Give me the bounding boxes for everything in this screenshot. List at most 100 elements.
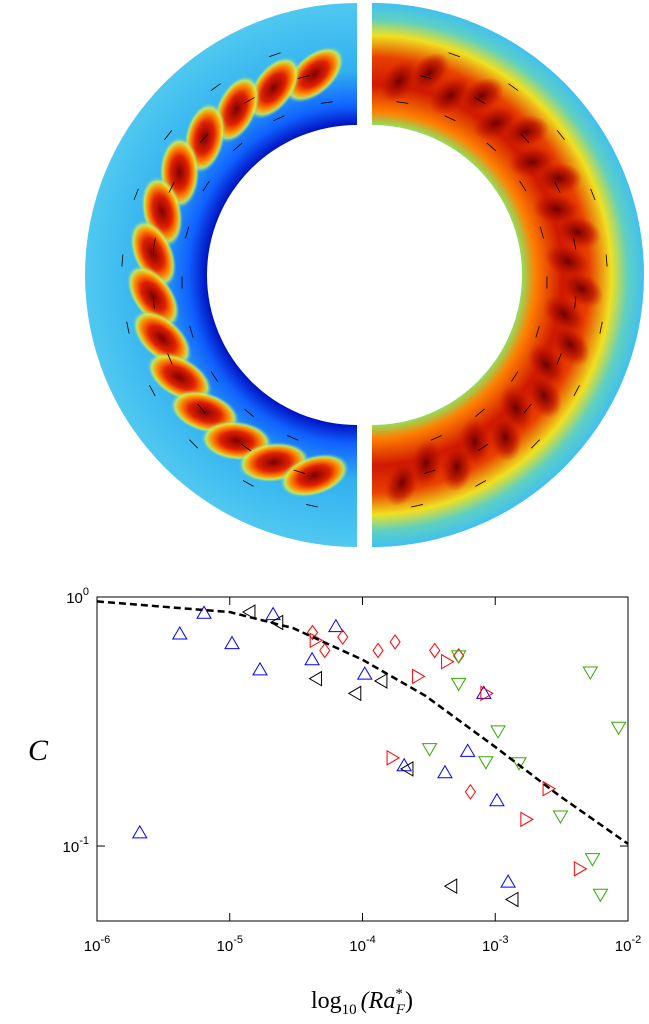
- tick-base: 10: [63, 839, 80, 856]
- tick-power: 0: [83, 586, 89, 598]
- blob: [489, 413, 522, 462]
- flow-arrow: [510, 371, 519, 382]
- flow-arrow: [554, 181, 561, 193]
- data-point: [429, 642, 441, 659]
- data-point: [489, 792, 505, 807]
- flow-arrow: [273, 115, 285, 122]
- data-point: [450, 650, 467, 664]
- flow-arrow: [167, 353, 173, 365]
- flow-arrow: [477, 443, 489, 452]
- data-point: [437, 764, 453, 779]
- data-point: [131, 824, 148, 839]
- flow-arrow: [202, 180, 210, 192]
- flow-arrow: [240, 443, 252, 452]
- x-label-part: (Ra: [361, 988, 396, 1014]
- data-point: [386, 749, 401, 766]
- blob: [384, 459, 420, 506]
- flow-arrow: [523, 403, 532, 414]
- flow-field-image: [85, 3, 644, 547]
- blob: [501, 115, 550, 149]
- data-point: [584, 853, 601, 867]
- data-point: [573, 860, 588, 877]
- plot-frame: [96, 596, 629, 922]
- tick-label: 10-4: [349, 934, 375, 955]
- flow-arrow: [210, 371, 219, 382]
- tick-power: -1: [79, 835, 89, 847]
- blob: [543, 294, 585, 335]
- fit-curve: [96, 600, 629, 845]
- data-point: [389, 634, 401, 650]
- tick-label: 10-6: [84, 934, 110, 955]
- flow-arrow: [444, 115, 456, 122]
- tick-label: 10-1: [63, 835, 89, 856]
- left-half: [85, 3, 357, 547]
- data-point: [269, 614, 284, 631]
- tick-base: 10: [349, 938, 366, 955]
- data-point: [304, 651, 320, 666]
- data-point: [464, 784, 477, 800]
- data-point: [347, 685, 362, 702]
- data-point: [319, 642, 331, 659]
- data-point: [592, 888, 609, 903]
- flow-arrow: [475, 480, 487, 487]
- data-point: [610, 721, 627, 736]
- flow-arrow: [185, 226, 190, 239]
- flow-arrow: [168, 181, 175, 193]
- data-point: [308, 670, 322, 687]
- flow-arrow: [242, 480, 254, 487]
- blob: [458, 77, 504, 114]
- data-point: [373, 673, 388, 689]
- y-axis-label: C: [28, 734, 49, 767]
- data-point: [396, 757, 413, 772]
- data-point: [459, 743, 476, 757]
- tick-base: 10: [66, 590, 83, 607]
- data-point: [372, 642, 384, 659]
- data-point: [443, 878, 458, 895]
- tick-label: 100: [66, 586, 89, 607]
- flow-arrow: [199, 133, 209, 143]
- flow-arrow: [573, 385, 580, 397]
- data-point: [441, 653, 455, 670]
- blob: [526, 372, 562, 419]
- data-point: [500, 874, 516, 888]
- data-point: [450, 677, 467, 692]
- flow-arrow: [244, 408, 254, 418]
- tick-label: 10-2: [615, 934, 641, 955]
- flow-arrow: [197, 403, 206, 414]
- tick-power: -6: [100, 934, 110, 946]
- flow-arrow: [210, 83, 221, 91]
- data-point: [356, 666, 373, 680]
- flow-arrow: [590, 188, 596, 201]
- data-point: [478, 756, 494, 770]
- data-point: [412, 668, 426, 685]
- blob: [279, 453, 350, 498]
- blob: [379, 59, 419, 103]
- flow-arrow: [306, 504, 318, 508]
- blob: [534, 162, 583, 195]
- data-point: [327, 618, 344, 633]
- tick-power: -3: [499, 934, 509, 946]
- tick-power: -2: [631, 934, 641, 946]
- right-half: [372, 3, 644, 547]
- x-label-part: *: [395, 986, 403, 1002]
- data-point: [224, 635, 240, 650]
- flow-arrow: [448, 52, 460, 58]
- flow-arrow: [152, 237, 156, 250]
- flow-arrow: [189, 439, 199, 449]
- flow-arrow: [519, 180, 527, 192]
- data-point: [241, 604, 256, 620]
- data-point: [542, 780, 557, 797]
- tick-label: 10-3: [482, 934, 508, 955]
- data-point: [309, 632, 324, 649]
- data-point: [171, 626, 188, 640]
- data-point: [520, 811, 534, 828]
- data-point: [511, 757, 527, 771]
- flow-arrow: [474, 97, 486, 104]
- x-label-part: F: [395, 1002, 406, 1018]
- blob: [554, 215, 601, 250]
- flow-arrow: [556, 353, 562, 365]
- flow-arrow: [189, 326, 194, 338]
- data-point: [306, 624, 319, 641]
- flow-arrow: [535, 326, 540, 338]
